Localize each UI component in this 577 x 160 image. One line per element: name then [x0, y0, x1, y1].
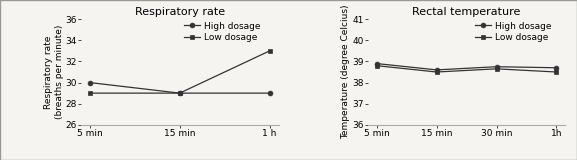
High dosage: [553, 67, 560, 69]
Line: Low dosage: Low dosage: [87, 48, 272, 96]
Line: High dosage: High dosage: [374, 61, 559, 72]
Low dosage: [373, 65, 380, 67]
Low dosage: [433, 71, 440, 73]
Low dosage: [266, 50, 273, 52]
High dosage: [176, 92, 183, 94]
High dosage: [433, 69, 440, 71]
Line: Low dosage: Low dosage: [374, 63, 559, 74]
Low dosage: [176, 92, 183, 94]
Low dosage: [553, 71, 560, 73]
Title: Rectal temperature: Rectal temperature: [413, 7, 520, 17]
Legend: High dosage, Low dosage: High dosage, Low dosage: [475, 22, 552, 42]
Title: Respiratory rate: Respiratory rate: [134, 7, 225, 17]
High dosage: [266, 92, 273, 94]
Y-axis label: Respiratory rate
(breaths per minute): Respiratory rate (breaths per minute): [44, 25, 63, 119]
Legend: High dosage, Low dosage: High dosage, Low dosage: [184, 22, 261, 42]
High dosage: [373, 63, 380, 64]
Low dosage: [87, 92, 93, 94]
Y-axis label: Temperature (degree Celcius): Temperature (degree Celcius): [342, 5, 351, 139]
Low dosage: [493, 68, 500, 70]
High dosage: [87, 82, 93, 84]
Line: High dosage: High dosage: [87, 80, 272, 96]
High dosage: [493, 66, 500, 68]
